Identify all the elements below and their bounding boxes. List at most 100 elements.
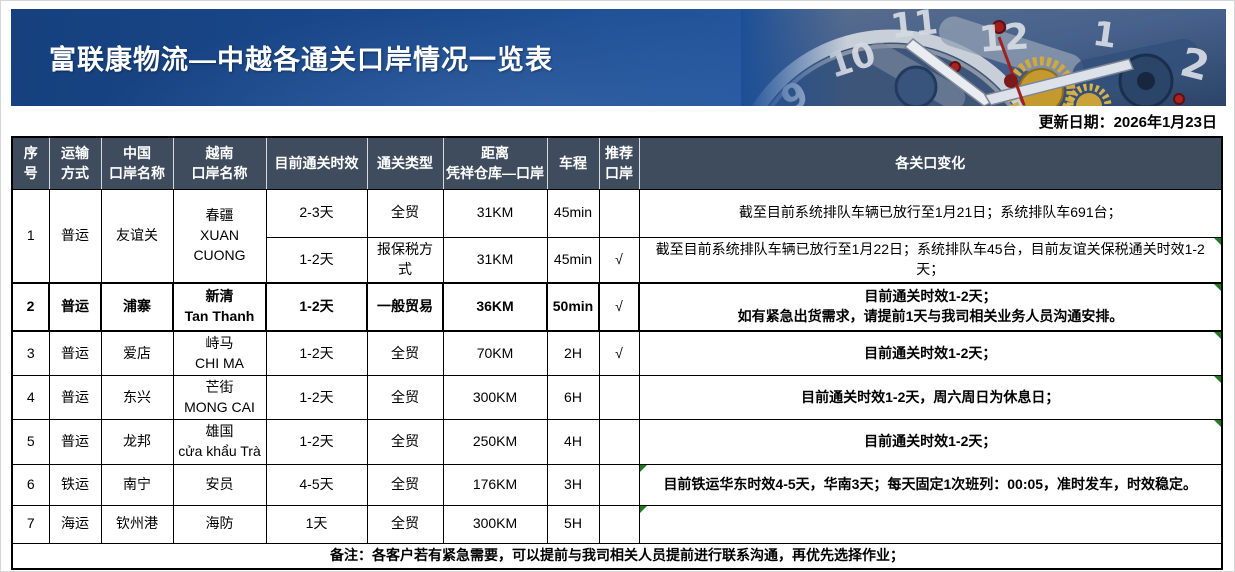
table-row: 4 普运 东兴 芒街 MONG CAI 1-2天 全贸 300KM 6H 目前通… — [11, 375, 1223, 421]
cell-cn-port[interactable]: 东兴 — [100, 375, 174, 421]
cell-vn-port[interactable]: 芒街 MONG CAI — [172, 375, 267, 421]
cell-note[interactable]: 截至目前系统排队车辆已放行至1月22日；系统排队车45台，目前友谊关保税通关时效… — [638, 236, 1223, 284]
cell-time[interactable]: 4-5天 — [265, 463, 368, 506]
cell-transport[interactable]: 海运 — [48, 504, 102, 544]
cell-recommended[interactable] — [598, 463, 640, 506]
cell-transport[interactable]: 普运 — [48, 419, 102, 465]
cell-drive[interactable]: 45min — [546, 188, 600, 238]
table-row: 2 普运 浦寨 新清 Tan Thanh 1-2天 一般贸易 36KM 50mi… — [11, 282, 1223, 332]
clock-image: 11 12 1 2 10 9 — [741, 9, 1226, 106]
cell-type[interactable]: 全贸 — [366, 504, 444, 544]
cell-vn-port[interactable]: 新清 Tan Thanh — [172, 282, 267, 332]
col-header-drive: 车程 — [546, 136, 600, 190]
cell-vn-port[interactable]: 雄国 cửa khẩu Trà — [172, 419, 267, 465]
cell-time[interactable]: 1-2天 — [265, 330, 368, 377]
cell-no[interactable]: 7 — [11, 504, 50, 544]
cell-note[interactable]: 目前通关时效1-2天； — [638, 419, 1223, 465]
cell-drive[interactable]: 2H — [546, 330, 600, 377]
cell-cn-port[interactable]: 龙邦 — [100, 419, 174, 465]
cell-transport[interactable]: 普运 — [48, 375, 102, 421]
cell-transport[interactable]: 铁运 — [48, 463, 102, 506]
table-row: 3 普运 爱店 峙马 CHI MA 1-2天 全贸 70KM 2H √ 目前通关… — [11, 330, 1223, 377]
cell-cn-port[interactable]: 浦寨 — [100, 282, 174, 332]
table-row: 5 普运 龙邦 雄国 cửa khẩu Trà 1-2天 全贸 250KM 4H… — [11, 419, 1223, 465]
cell-note[interactable]: 目前通关时效1-2天； — [638, 330, 1223, 377]
cell-recommended[interactable] — [598, 419, 640, 465]
cell-distance[interactable]: 36KM — [442, 282, 548, 332]
cell-type[interactable]: 全贸 — [366, 188, 444, 238]
table-row: 1 普运 友谊关 春疆 XUAN CUONG 2-3天 全贸 31KM 45mi… — [11, 188, 1223, 284]
cell-no[interactable]: 2 — [11, 282, 50, 332]
cell-type[interactable]: 全贸 — [366, 375, 444, 421]
cell-vn-port[interactable]: 海防 — [172, 504, 267, 544]
cell-note[interactable]: 目前通关时效1-2天； 如有紧急出货需求，请提前1天与我司相关业务人员沟通安排。 — [638, 282, 1223, 332]
cell-distance[interactable]: 300KM — [442, 375, 548, 421]
cell-drive[interactable]: 6H — [546, 375, 600, 421]
cell-cn-port[interactable]: 钦州港 — [100, 504, 174, 544]
cell-recommended-check[interactable]: √ — [598, 330, 640, 377]
table-row: 7 海运 钦州港 海防 1天 全贸 300KM 5H — [11, 504, 1223, 544]
cell-type[interactable]: 报保税方式 — [366, 236, 444, 284]
cell-recommended[interactable] — [598, 504, 640, 544]
cell-type[interactable]: 一般贸易 — [366, 282, 444, 332]
cell-recommended-check[interactable]: √ — [598, 282, 640, 332]
cell-vn-port[interactable]: 春疆 XUAN CUONG — [172, 188, 267, 284]
cell-no[interactable]: 3 — [11, 330, 50, 377]
cell-type[interactable]: 全贸 — [366, 419, 444, 465]
cell-time[interactable]: 2-3天 — [265, 188, 368, 238]
cell-cn-port[interactable]: 爱店 — [100, 330, 174, 377]
cell-no[interactable]: 1 — [11, 188, 50, 284]
cell-time[interactable]: 1天 — [265, 504, 368, 544]
col-header-changes: 各关口变化 — [638, 136, 1223, 190]
col-header-vn-port: 越南 口岸名称 — [172, 136, 267, 190]
cell-transport[interactable]: 普运 — [48, 330, 102, 377]
cell-distance[interactable]: 300KM — [442, 504, 548, 544]
cell-time[interactable]: 1-2天 — [265, 375, 368, 421]
cell-drive[interactable]: 3H — [546, 463, 600, 506]
cell-drive[interactable]: 45min — [546, 236, 600, 284]
cell-transport[interactable]: 普运 — [48, 282, 102, 332]
cell-drive[interactable]: 5H — [546, 504, 600, 544]
cell-type[interactable]: 全贸 — [366, 463, 444, 506]
col-header-distance: 距离 凭祥仓库—口岸 — [442, 136, 548, 190]
cell-transport[interactable]: 普运 — [48, 188, 102, 284]
cell-no[interactable]: 4 — [11, 375, 50, 421]
cell-no[interactable]: 5 — [11, 419, 50, 465]
header-row: 序 号 运输 方式 中国 口岸名称 越南 口岸名称 目前通关时效 通关类型 距离… — [11, 136, 1223, 190]
cell-recommended[interactable] — [598, 188, 640, 238]
col-header-time: 目前通关时效 — [265, 136, 368, 190]
cell-distance[interactable]: 31KM — [442, 236, 548, 284]
cell-distance[interactable]: 70KM — [442, 330, 548, 377]
cell-distance[interactable]: 250KM — [442, 419, 548, 465]
table-row: 1-2天 报保税方式 31KM 45min √ 截至目前系统排队车辆已放行至1月… — [12, 236, 1223, 284]
cell-note[interactable] — [638, 504, 1223, 544]
col-header-cn-port: 中国 口岸名称 — [100, 136, 174, 190]
cell-cn-port[interactable]: 南宁 — [100, 463, 174, 506]
cell-note[interactable]: 目前通关时效1-2天，周六周日为休息日； — [638, 375, 1223, 421]
cell-recommended[interactable] — [598, 375, 640, 421]
cell-vn-port[interactable]: 安员 — [172, 463, 267, 506]
footer-row: 备注：各客户若有紧急需要，可以提前与我司相关人员提前进行联系沟通，再优先选择作业… — [11, 542, 1223, 570]
cell-note[interactable]: 截至目前系统排队车辆已放行至1月21日；系统排队车691台； — [638, 188, 1223, 238]
cell-time[interactable]: 1-2天 — [265, 419, 368, 465]
cell-type[interactable]: 全贸 — [366, 330, 444, 377]
cell-drive[interactable]: 4H — [546, 419, 600, 465]
col-header-type: 通关类型 — [366, 136, 444, 190]
cell-no[interactable]: 6 — [11, 463, 50, 506]
cell-time[interactable]: 1-2天 — [265, 282, 368, 332]
cell-distance[interactable]: 31KM — [442, 188, 548, 238]
table-row: 6 铁运 南宁 安员 4-5天 全贸 176KM 3H 目前铁运华东时效4-5天… — [11, 463, 1223, 506]
cell-cn-port[interactable]: 友谊关 — [100, 188, 174, 284]
cell-note[interactable]: 目前铁运华东时效4-5天，华南3天；每天固定1次班列：00:05，准时发车，时效… — [638, 463, 1223, 506]
ports-table: 序 号 运输 方式 中国 口岸名称 越南 口岸名称 目前通关时效 通关类型 距离… — [11, 136, 1223, 571]
cell-vn-port[interactable]: 峙马 CHI MA — [172, 330, 267, 377]
col-header-recommended: 推荐 口岸 — [598, 136, 640, 190]
footer-note[interactable]: 备注：各客户若有紧急需要，可以提前与我司相关人员提前进行联系沟通，再优先选择作业… — [11, 542, 1223, 570]
cell-distance[interactable]: 176KM — [442, 463, 548, 506]
cell-recommended-check[interactable]: √ — [598, 236, 640, 284]
cell-drive[interactable]: 50min — [546, 282, 600, 332]
cell-time[interactable]: 1-2天 — [265, 236, 368, 284]
col-header-transport: 运输 方式 — [48, 136, 102, 190]
update-date: 更新日期：2026年1月23日 — [1038, 114, 1217, 131]
